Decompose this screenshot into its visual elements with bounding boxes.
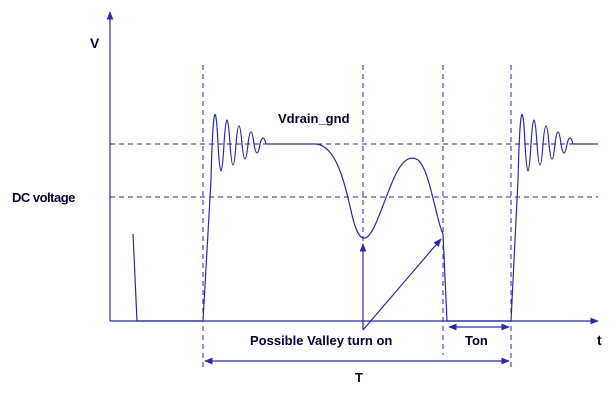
ton-label: Ton — [465, 333, 488, 348]
t-axis-label: t — [597, 332, 602, 348]
signal-label: Vdrain_gnd — [278, 111, 350, 126]
v-axis-label: V — [90, 35, 100, 51]
valley-label: Possible Valley turn on — [250, 333, 392, 348]
vdrain-waveform — [132, 113, 598, 322]
dc-voltage-label: DC voltage — [12, 190, 75, 205]
period-label: T — [355, 370, 363, 385]
valley2-arrow — [362, 238, 442, 331]
